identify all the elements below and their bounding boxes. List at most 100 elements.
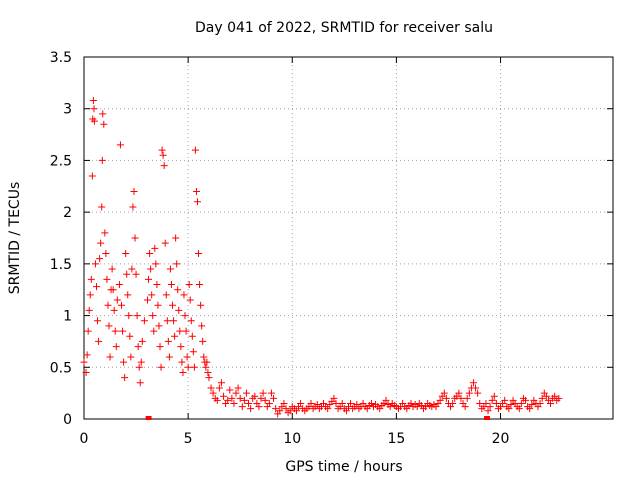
data-point bbox=[197, 301, 205, 309]
data-point bbox=[188, 332, 196, 340]
data-point bbox=[145, 275, 153, 283]
data-point bbox=[90, 117, 98, 125]
data-point bbox=[196, 281, 204, 289]
data-point bbox=[198, 322, 206, 330]
data-point bbox=[120, 358, 128, 366]
data-point bbox=[125, 312, 133, 320]
data-points bbox=[80, 96, 563, 420]
data-point bbox=[469, 379, 477, 387]
data-point bbox=[138, 337, 146, 345]
data-point bbox=[203, 358, 211, 366]
data-point bbox=[133, 312, 141, 320]
data-point bbox=[154, 301, 162, 309]
data-point bbox=[476, 399, 484, 407]
data-point bbox=[472, 384, 480, 392]
data-point bbox=[255, 403, 263, 411]
data-point bbox=[247, 405, 255, 413]
data-point bbox=[99, 110, 107, 118]
data-point bbox=[96, 255, 104, 263]
data-point bbox=[238, 403, 246, 411]
data-point bbox=[230, 399, 238, 407]
y-tick-label: 1.5 bbox=[50, 257, 72, 273]
data-point bbox=[189, 348, 197, 356]
data-point bbox=[217, 379, 225, 387]
data-point bbox=[163, 317, 171, 325]
data-point bbox=[226, 386, 234, 394]
data-point bbox=[205, 374, 213, 382]
y-tick-label: 3.5 bbox=[50, 50, 72, 66]
data-point bbox=[84, 327, 92, 335]
baseline-marker bbox=[483, 416, 490, 420]
data-point bbox=[111, 327, 119, 335]
data-point bbox=[522, 396, 530, 404]
data-point bbox=[257, 394, 265, 402]
data-point bbox=[224, 396, 232, 404]
data-point bbox=[148, 291, 156, 299]
x-tick-label: 15 bbox=[387, 431, 405, 447]
data-point bbox=[267, 389, 275, 397]
data-point bbox=[173, 260, 181, 268]
data-point bbox=[89, 96, 97, 104]
data-point bbox=[330, 394, 338, 402]
x-tick-label: 10 bbox=[283, 431, 301, 447]
data-point bbox=[180, 291, 188, 299]
data-point bbox=[286, 407, 294, 415]
data-point bbox=[151, 244, 159, 252]
data-point bbox=[150, 327, 158, 335]
data-point bbox=[382, 396, 390, 404]
data-point bbox=[442, 394, 450, 402]
data-point bbox=[547, 399, 555, 407]
data-point bbox=[551, 392, 559, 400]
data-point bbox=[166, 265, 174, 273]
data-point bbox=[213, 396, 221, 404]
data-point bbox=[105, 322, 113, 330]
data-point bbox=[98, 203, 106, 211]
data-point bbox=[492, 399, 500, 407]
data-point bbox=[92, 283, 100, 291]
data-point bbox=[342, 407, 350, 415]
data-point bbox=[187, 317, 195, 325]
data-point bbox=[215, 384, 223, 392]
y-tick-label: 3 bbox=[63, 102, 72, 118]
data-point bbox=[171, 332, 179, 340]
data-point bbox=[245, 399, 253, 407]
x-tick-label: 5 bbox=[184, 431, 193, 447]
data-point bbox=[282, 405, 290, 413]
data-point bbox=[131, 234, 139, 242]
data-point bbox=[455, 389, 463, 397]
data-point bbox=[347, 399, 355, 407]
data-point bbox=[147, 265, 155, 273]
data-point bbox=[313, 401, 321, 409]
data-point bbox=[324, 405, 332, 413]
data-point bbox=[184, 363, 192, 371]
data-point bbox=[83, 351, 91, 359]
data-point bbox=[185, 281, 193, 289]
data-point bbox=[165, 353, 173, 361]
data-point bbox=[178, 358, 186, 366]
plot-frame bbox=[83, 56, 614, 420]
data-point bbox=[112, 343, 120, 351]
data-point bbox=[106, 353, 114, 361]
data-point bbox=[517, 399, 525, 407]
data-point bbox=[474, 389, 482, 397]
data-point bbox=[95, 337, 103, 345]
data-point bbox=[191, 146, 199, 154]
data-point bbox=[280, 399, 288, 407]
data-point bbox=[182, 327, 190, 335]
data-point bbox=[488, 396, 496, 404]
data-point bbox=[102, 250, 110, 258]
data-point bbox=[134, 343, 142, 351]
data-point bbox=[158, 146, 166, 154]
data-point bbox=[172, 234, 180, 242]
data-point bbox=[270, 394, 278, 402]
data-point bbox=[555, 394, 563, 402]
data-point bbox=[116, 141, 124, 149]
data-point bbox=[176, 327, 184, 335]
data-point bbox=[123, 270, 131, 278]
data-point bbox=[507, 401, 515, 409]
x-tick-label: 20 bbox=[492, 431, 510, 447]
data-point bbox=[175, 306, 183, 314]
data-point bbox=[153, 281, 161, 289]
data-point bbox=[297, 399, 305, 407]
